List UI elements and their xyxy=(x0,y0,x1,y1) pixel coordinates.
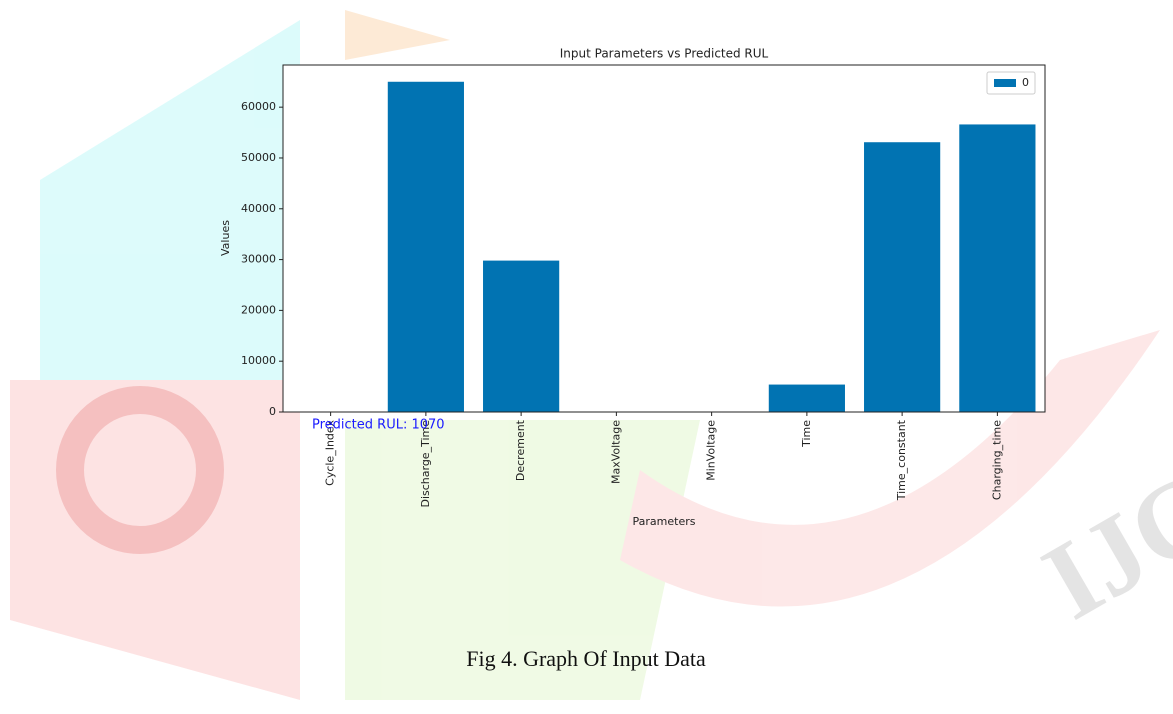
annotation: Predicted RUL: 1070 xyxy=(312,418,445,433)
x-tick-label: Discharge_Time xyxy=(419,420,432,508)
x-axis-label: Parameters xyxy=(633,515,696,528)
bar xyxy=(864,142,940,412)
x-tick-label: Decrement xyxy=(514,419,527,481)
legend-label: 0 xyxy=(1022,76,1029,89)
bar xyxy=(769,385,845,412)
chart-title: Input Parameters vs Predicted RUL xyxy=(560,47,769,61)
bar xyxy=(959,124,1035,412)
bar xyxy=(388,82,464,412)
legend-swatch xyxy=(994,79,1016,87)
y-tick-label: 40000 xyxy=(241,202,276,215)
x-tick-label: Time_constant xyxy=(895,419,908,501)
y-tick-label: 0 xyxy=(269,405,276,418)
bar xyxy=(483,261,559,412)
y-tick-label: 20000 xyxy=(241,303,276,316)
page: IJCRT Input Parameters vs Predicted RUL … xyxy=(0,0,1173,714)
y-tick-label: 60000 xyxy=(241,100,276,113)
chart: IJCRT Input Parameters vs Predicted RUL … xyxy=(0,0,1173,714)
y-tick-label: 30000 xyxy=(241,253,276,266)
x-tick-label: MaxVoltage xyxy=(609,420,622,484)
y-tick-label: 10000 xyxy=(241,354,276,367)
x-tick-label: Charging_time xyxy=(990,420,1003,500)
x-tick-label: Time xyxy=(800,420,813,448)
x-tick-label: MinVoltage xyxy=(705,420,718,481)
caption: Fig 4. Graph Of Input Data xyxy=(466,646,706,671)
y-tick-label: 50000 xyxy=(241,151,276,164)
y-axis-label: Values xyxy=(219,220,232,256)
